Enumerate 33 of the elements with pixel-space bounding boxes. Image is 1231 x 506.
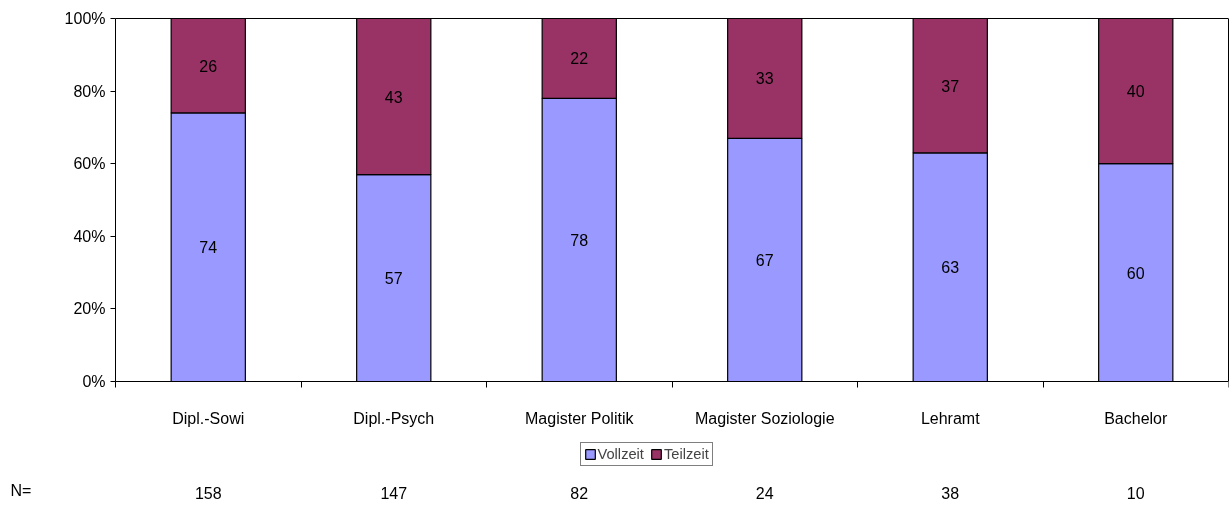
data-label: 40 bbox=[1126, 83, 1145, 101]
y-tick-label: 60% bbox=[73, 155, 106, 173]
x-tick-label: Magister Politik bbox=[525, 409, 635, 427]
text: 158 bbox=[194, 484, 222, 502]
legend-label: Teilzeit bbox=[663, 446, 709, 462]
data-label: 37 bbox=[941, 77, 960, 95]
data-label: 63 bbox=[941, 259, 960, 277]
text: 10 bbox=[1126, 484, 1145, 502]
data-label: 60 bbox=[1126, 264, 1145, 282]
text: 38 bbox=[941, 484, 960, 502]
data-label: 57 bbox=[384, 270, 403, 288]
data-label: 74 bbox=[199, 239, 218, 257]
x-tick-label: Dipl.-Psych bbox=[353, 409, 435, 427]
x-tick-label: Magister Soziologie bbox=[694, 409, 835, 427]
data-label: 22 bbox=[570, 50, 589, 68]
data-label: 43 bbox=[384, 88, 403, 106]
y-tick-label: 0% bbox=[82, 373, 106, 390]
data-label: 33 bbox=[755, 70, 774, 88]
legend-label: Vollzeit bbox=[597, 446, 644, 462]
x-tick-label: Lehramt bbox=[920, 409, 981, 427]
data-label: 26 bbox=[199, 57, 218, 75]
x-tick-label: Bachelor bbox=[1104, 409, 1168, 427]
data-label: 78 bbox=[570, 231, 589, 249]
y-tick-label: 40% bbox=[73, 227, 106, 245]
y-tick-label: 20% bbox=[73, 300, 106, 318]
y-tick-label: 100% bbox=[64, 10, 106, 27]
data-label: 67 bbox=[755, 251, 774, 269]
text: N= bbox=[10, 481, 32, 499]
x-tick-label: Dipl.-Sowi bbox=[172, 409, 245, 427]
y-tick-label: 80% bbox=[73, 82, 106, 100]
text: 147 bbox=[380, 484, 408, 502]
text: 82 bbox=[570, 484, 589, 502]
text: 24 bbox=[755, 484, 774, 502]
